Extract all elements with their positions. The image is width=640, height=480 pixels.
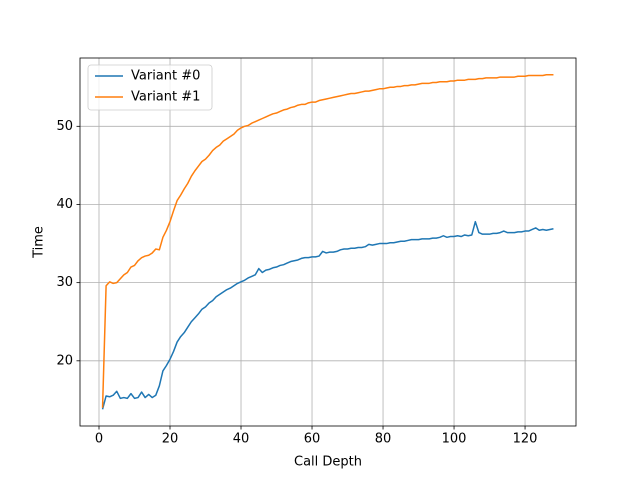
y-tick-label: 30 [56, 275, 73, 290]
y-axis-label: Time [32, 226, 47, 259]
legend-label: Variant #1 [131, 90, 200, 105]
y-tick-label: 20 [56, 353, 73, 368]
y-tick-label: 40 [56, 197, 73, 212]
x-tick-label: 80 [375, 432, 392, 447]
plot-frame [79, 57, 577, 427]
y-tick-label: 50 [56, 119, 73, 134]
x-tick-label: 100 [442, 432, 467, 447]
x-tick-label: 40 [233, 432, 250, 447]
x-tick-label: 0 [95, 432, 103, 447]
x-tick-label: 20 [162, 432, 179, 447]
x-tick-label: 120 [513, 432, 538, 447]
legend-label: Variant #0 [131, 69, 200, 84]
data-line [101, 73, 554, 408]
data-line [101, 220, 554, 410]
x-tick-label: 60 [304, 432, 321, 447]
x-axis-label: Call Depth [294, 455, 362, 470]
